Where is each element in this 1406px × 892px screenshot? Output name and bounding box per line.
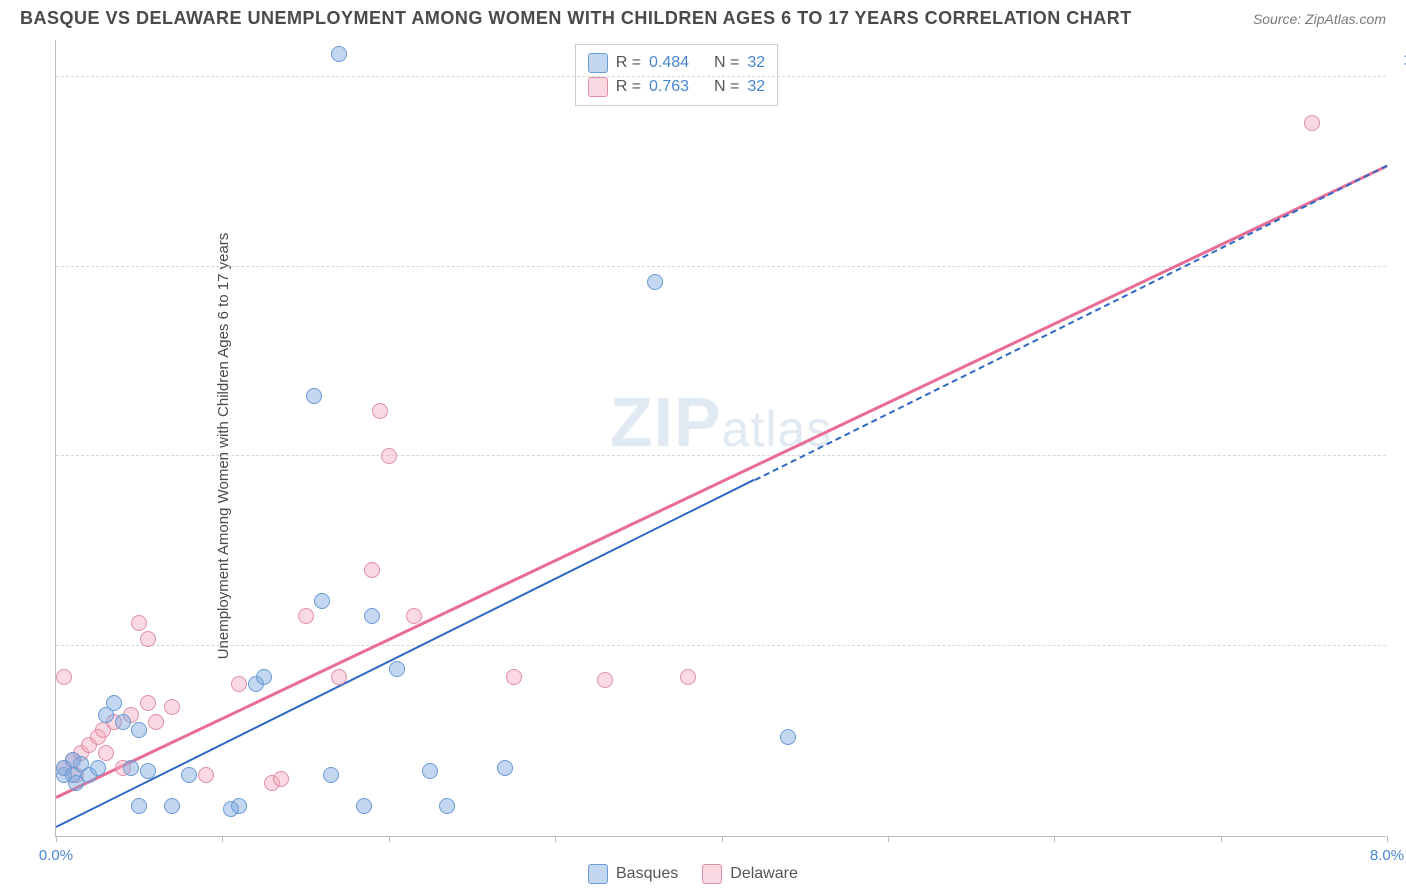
gridline bbox=[56, 76, 1386, 77]
data-point bbox=[1304, 115, 1320, 131]
data-point bbox=[164, 699, 180, 715]
data-point bbox=[647, 274, 663, 290]
x-tick bbox=[555, 836, 556, 842]
swatch-basques-icon bbox=[588, 53, 608, 73]
legend-row-delaware: R = 0.763 N = 32 bbox=[588, 75, 765, 99]
x-tick bbox=[1221, 836, 1222, 842]
data-point bbox=[231, 676, 247, 692]
data-point bbox=[422, 763, 438, 779]
gridline bbox=[56, 455, 1386, 456]
data-point bbox=[131, 615, 147, 631]
data-point bbox=[140, 763, 156, 779]
legend-row-basques: R = 0.484 N = 32 bbox=[588, 51, 765, 75]
data-point bbox=[56, 669, 72, 685]
n-value-delaware: 32 bbox=[747, 78, 765, 96]
data-point bbox=[256, 669, 272, 685]
gridline bbox=[56, 645, 1386, 646]
swatch-delaware-icon bbox=[588, 77, 608, 97]
swatch-basques-icon bbox=[588, 864, 608, 884]
x-tick bbox=[1054, 836, 1055, 842]
data-point bbox=[597, 672, 613, 688]
chart-area: ZIPatlas R = 0.484 N = 32 R = 0.763 N = … bbox=[55, 40, 1386, 837]
x-tick bbox=[56, 836, 57, 842]
data-point bbox=[90, 760, 106, 776]
data-point bbox=[406, 608, 422, 624]
data-point bbox=[298, 608, 314, 624]
data-point bbox=[198, 767, 214, 783]
legend-item-delaware: Delaware bbox=[702, 864, 798, 884]
x-tick bbox=[722, 836, 723, 842]
x-tick-label: 8.0% bbox=[1370, 847, 1404, 864]
data-point bbox=[131, 798, 147, 814]
data-point bbox=[323, 767, 339, 783]
r-value-delaware: 0.763 bbox=[649, 78, 689, 96]
r-value-basques: 0.484 bbox=[649, 54, 689, 72]
data-point bbox=[439, 798, 455, 814]
legend-item-basques: Basques bbox=[588, 864, 678, 884]
data-point bbox=[372, 403, 388, 419]
data-point bbox=[364, 562, 380, 578]
source-label: Source: ZipAtlas.com bbox=[1253, 11, 1386, 27]
data-point bbox=[231, 798, 247, 814]
trendline bbox=[55, 164, 1387, 798]
data-point bbox=[115, 714, 131, 730]
x-tick bbox=[1387, 836, 1388, 842]
data-point bbox=[273, 771, 289, 787]
data-point bbox=[497, 760, 513, 776]
series-legend: Basques Delaware bbox=[588, 864, 798, 884]
data-point bbox=[306, 388, 322, 404]
data-point bbox=[331, 669, 347, 685]
data-point bbox=[123, 760, 139, 776]
x-tick bbox=[888, 836, 889, 842]
data-point bbox=[331, 46, 347, 62]
data-point bbox=[780, 729, 796, 745]
data-point bbox=[140, 695, 156, 711]
data-point bbox=[356, 798, 372, 814]
data-point bbox=[506, 669, 522, 685]
x-tick bbox=[222, 836, 223, 842]
trendline-dashed bbox=[754, 165, 1387, 481]
data-point bbox=[148, 714, 164, 730]
watermark: ZIPatlas bbox=[610, 382, 833, 462]
x-tick bbox=[389, 836, 390, 842]
data-point bbox=[106, 695, 122, 711]
data-point bbox=[389, 661, 405, 677]
data-point bbox=[164, 798, 180, 814]
chart-title: BASQUE VS DELAWARE UNEMPLOYMENT AMONG WO… bbox=[20, 8, 1132, 29]
n-value-basques: 32 bbox=[747, 54, 765, 72]
data-point bbox=[98, 745, 114, 761]
data-point bbox=[181, 767, 197, 783]
data-point bbox=[381, 448, 397, 464]
data-point bbox=[680, 669, 696, 685]
swatch-delaware-icon bbox=[702, 864, 722, 884]
data-point bbox=[131, 722, 147, 738]
plot-region: ZIPatlas R = 0.484 N = 32 R = 0.763 N = … bbox=[55, 40, 1386, 837]
x-tick-label: 0.0% bbox=[39, 847, 73, 864]
data-point bbox=[314, 593, 330, 609]
data-point bbox=[140, 631, 156, 647]
trendline bbox=[56, 479, 756, 828]
data-point bbox=[364, 608, 380, 624]
